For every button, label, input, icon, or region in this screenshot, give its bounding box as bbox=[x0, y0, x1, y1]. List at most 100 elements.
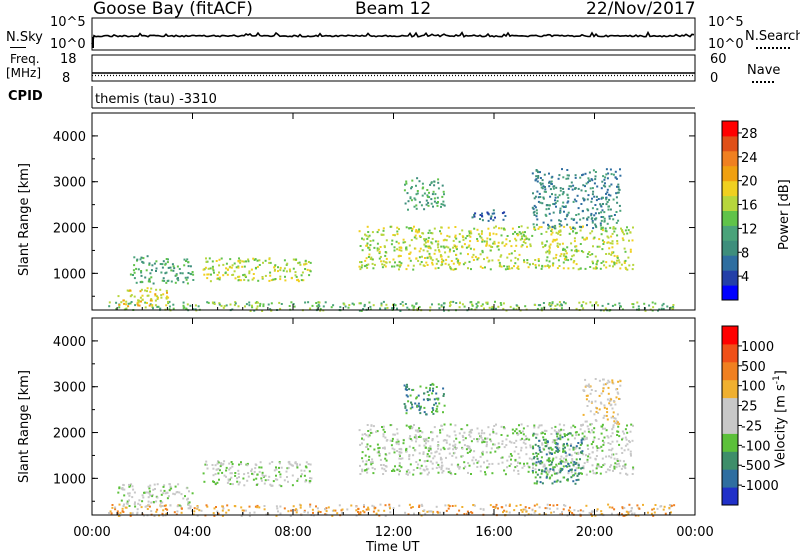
power-echo-cell bbox=[308, 274, 311, 277]
power-echo-cell bbox=[185, 260, 187, 262]
velocity-echo-cell bbox=[571, 512, 574, 514]
power-echo-cell bbox=[566, 246, 569, 249]
power-echo-cell bbox=[564, 218, 567, 221]
velocity-echo-cell bbox=[555, 456, 558, 459]
power-echo-cell bbox=[514, 262, 517, 265]
power-echo-cell bbox=[220, 257, 223, 260]
velocity-echo-cell bbox=[247, 472, 250, 475]
power-echo-cell bbox=[495, 233, 498, 236]
power-echo-cell bbox=[550, 180, 553, 183]
velocity-echo-cell bbox=[431, 438, 434, 440]
velocity-echo-cell bbox=[395, 441, 398, 444]
velocity-echo-cell bbox=[407, 513, 410, 516]
power-echo-cell bbox=[447, 263, 450, 266]
power-echo-cell bbox=[589, 187, 592, 190]
velocity-echo-cell bbox=[410, 401, 412, 404]
velocity-echo-cell bbox=[415, 397, 418, 400]
velocity-echo-cell bbox=[411, 506, 414, 508]
velocity-echo-cell bbox=[445, 509, 448, 512]
power-echo-cell bbox=[662, 302, 665, 305]
velocity-echo-cell bbox=[564, 504, 567, 507]
velocity-echo-cell bbox=[567, 438, 570, 441]
power-echo-cell bbox=[366, 266, 369, 269]
velocity-echo-cell bbox=[159, 489, 162, 492]
power-echo-cell bbox=[563, 248, 566, 251]
power-echo-cell bbox=[397, 242, 400, 245]
velocity-echo-cell bbox=[494, 450, 497, 453]
power-echo-cell bbox=[567, 259, 570, 262]
power-echo-cell bbox=[257, 279, 260, 282]
power-echo-cell bbox=[278, 301, 281, 304]
velocity-echo-cell bbox=[118, 486, 121, 489]
power-echo-cell bbox=[501, 242, 504, 245]
power-echo-cell bbox=[379, 255, 382, 258]
power-echo-cell bbox=[549, 305, 552, 308]
velocity-echo-cell bbox=[571, 460, 574, 463]
power-echo-cell bbox=[533, 227, 536, 230]
velocity-echo-cell bbox=[396, 432, 399, 435]
velocity-colorbar-tick-label: -1000 bbox=[741, 479, 779, 494]
power-echo-cell bbox=[148, 262, 151, 265]
velocity-echo-cell bbox=[603, 414, 606, 417]
power-echo-cell bbox=[497, 305, 500, 308]
velocity-echo-cell bbox=[261, 473, 264, 476]
power-echo-cell bbox=[471, 303, 474, 306]
power-echo-cell bbox=[385, 303, 388, 306]
power-echo-cell bbox=[578, 301, 581, 304]
velocity-echo-cell bbox=[556, 479, 559, 482]
velocity-echo-cell bbox=[536, 457, 539, 460]
power-echo-cell bbox=[365, 244, 368, 247]
power-echo-cell bbox=[237, 275, 240, 278]
velocity-echo-cell bbox=[442, 387, 445, 390]
power-echo-cell bbox=[403, 189, 406, 192]
velocity-echo-cell bbox=[603, 406, 606, 409]
power-echo-cell bbox=[563, 210, 565, 213]
power-echo-cell bbox=[594, 225, 597, 228]
power-echo-cell bbox=[127, 302, 130, 305]
power-echo-cell bbox=[137, 299, 140, 302]
velocity-echo-cell bbox=[594, 400, 597, 403]
power-echo-cell bbox=[443, 246, 446, 249]
velocity-echo-cell bbox=[574, 482, 577, 485]
velocity-echo-cell bbox=[592, 431, 595, 434]
velocity-echo-cell bbox=[546, 469, 549, 472]
velocity-echo-cell bbox=[240, 514, 243, 517]
power-echo-cell bbox=[594, 212, 597, 215]
velocity-echo-cell bbox=[501, 461, 504, 464]
velocity-echo-cell bbox=[371, 458, 374, 461]
power-echo-cell bbox=[167, 296, 170, 299]
velocity-echo-cell bbox=[383, 446, 386, 449]
velocity-echo-cell bbox=[431, 407, 434, 410]
velocity-echo-cell bbox=[437, 398, 440, 401]
velocity-echo-cell bbox=[582, 467, 585, 470]
velocity-echo-cell bbox=[506, 459, 509, 462]
power-echo-cell bbox=[582, 217, 585, 220]
velocity-echo-cell bbox=[136, 511, 139, 514]
velocity-echo-cell bbox=[578, 447, 581, 450]
velocity-echo-cell bbox=[589, 392, 592, 395]
velocity-echo-cell bbox=[550, 427, 553, 430]
power-echo-cell bbox=[571, 188, 574, 191]
velocity-echo-cell bbox=[437, 447, 440, 450]
velocity-echo-cell bbox=[454, 443, 457, 446]
velocity-echo-cell bbox=[111, 504, 114, 506]
velocity-echo-cell bbox=[484, 437, 487, 440]
velocity-echo-cell bbox=[422, 453, 425, 455]
velocity-echo-cell bbox=[582, 413, 585, 416]
velocity-echo-cell bbox=[556, 504, 559, 506]
velocity-echo-cell bbox=[454, 424, 457, 427]
velocity-echo-cell bbox=[404, 388, 407, 391]
velocity-echo-cell bbox=[461, 434, 464, 437]
power-echo-cell bbox=[406, 306, 409, 309]
velocity-echo-cell bbox=[542, 438, 545, 441]
velocity-echo-cell bbox=[419, 385, 422, 388]
power-echo-cell bbox=[454, 234, 457, 237]
power-echo-cell bbox=[540, 267, 543, 270]
power-echo-cell bbox=[418, 235, 421, 238]
power-echo-cell bbox=[360, 310, 363, 312]
velocity-echo-cell bbox=[261, 471, 264, 474]
velocity-echo-cell bbox=[334, 509, 337, 512]
power-echo-cell bbox=[218, 278, 221, 281]
power-echo-cell bbox=[555, 308, 558, 311]
power-echo-cell bbox=[585, 236, 588, 239]
